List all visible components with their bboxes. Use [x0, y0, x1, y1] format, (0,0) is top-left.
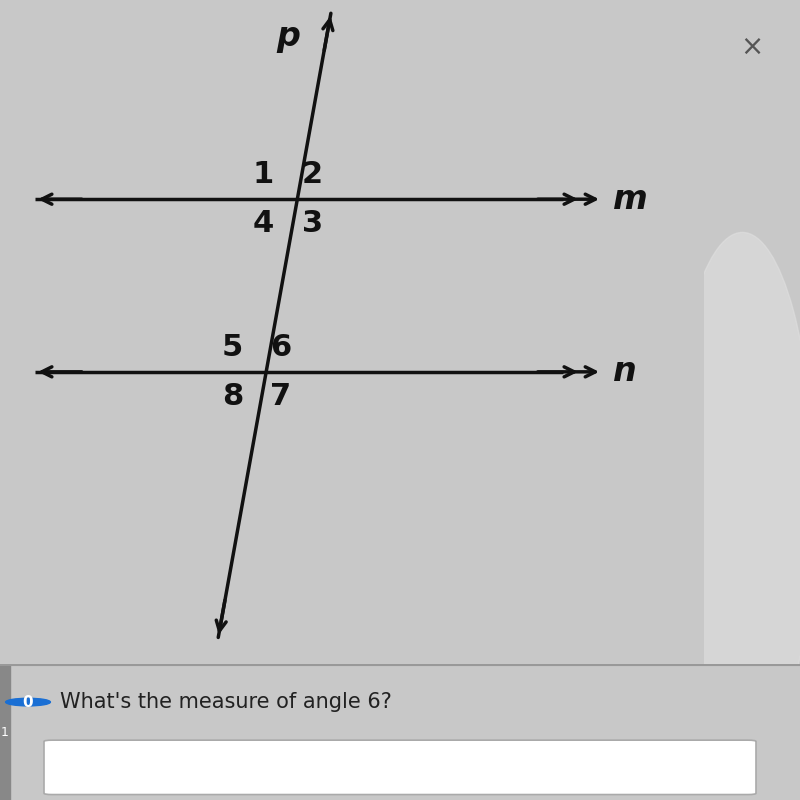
Text: p: p [277, 20, 301, 53]
Text: n: n [613, 355, 636, 388]
Text: 1: 1 [253, 160, 274, 190]
Text: 3: 3 [302, 209, 322, 238]
Text: 5: 5 [222, 333, 243, 362]
Text: 1: 1 [1, 726, 9, 738]
Text: What's the measure of angle 6?: What's the measure of angle 6? [60, 692, 392, 712]
Text: ×: × [740, 33, 764, 61]
Text: 0: 0 [22, 694, 34, 710]
Text: 2: 2 [302, 160, 322, 190]
Ellipse shape [670, 232, 800, 763]
Text: 4: 4 [253, 209, 274, 238]
Circle shape [6, 698, 50, 706]
Text: 7: 7 [270, 382, 291, 411]
Text: m: m [613, 182, 647, 216]
Bar [0, 664, 10, 800]
FancyBboxPatch shape [44, 740, 756, 794]
Text: 6: 6 [270, 333, 292, 362]
Text: 8: 8 [222, 382, 243, 411]
